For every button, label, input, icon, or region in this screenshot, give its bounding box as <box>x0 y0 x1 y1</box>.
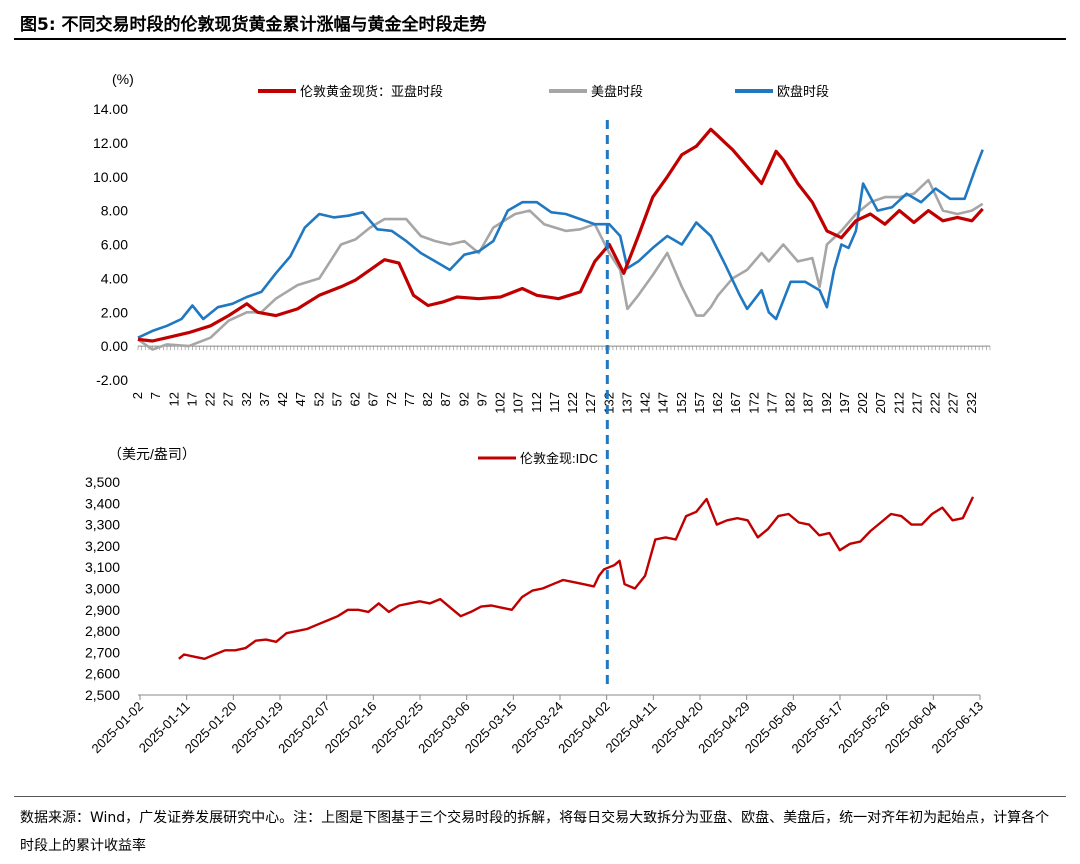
series-line-europe <box>137 149 984 339</box>
series-line-spot <box>178 496 975 660</box>
top-x-tick-label: 167 <box>728 392 743 414</box>
top-x-tick-label: 97 <box>474 392 489 406</box>
top-x-tick-label: 112 <box>529 392 544 413</box>
top-y-tick-label: 0.00 <box>101 338 128 354</box>
legend-label-spot: 伦敦金现:IDC <box>520 451 598 466</box>
bottom-chart-y-unit: （美元/盎司） <box>108 446 196 462</box>
header-rule <box>14 38 1066 40</box>
footer-rule <box>14 796 1066 797</box>
accumulated-return-chart: (%) 伦敦黄金现货：亚盘时段 美盘时段 欧盘时段 14.00 12.00 10.0… <box>93 71 991 414</box>
top-chart-legend: 伦敦黄金现货：亚盘时段 美盘时段 欧盘时段 <box>258 84 829 99</box>
top-x-tick-label: 42 <box>275 392 290 406</box>
top-x-tick-label: 157 <box>692 392 707 414</box>
legend-label-us: 美盘时段 <box>591 84 643 99</box>
legend-label-europe: 欧盘时段 <box>777 84 829 99</box>
top-x-tick-label: 62 <box>348 392 363 406</box>
bottom-y-tick-label: 2,500 <box>85 687 120 703</box>
top-x-tick-label: 172 <box>746 392 761 414</box>
top-x-tick-label: 87 <box>438 392 453 406</box>
top-x-tick-label: 222 <box>928 392 943 414</box>
bottom-y-tick-label: 3,100 <box>85 559 120 575</box>
figure-header: 图5: 不同交易时段的伦敦现货黄金累计涨幅与黄金全时段走势 <box>0 0 1080 40</box>
top-x-tick-label: 217 <box>909 392 924 414</box>
top-y-tick-label: 4.00 <box>101 270 128 286</box>
top-x-tick-label: 37 <box>257 392 272 406</box>
bottom-y-tick-label: 3,500 <box>85 474 120 490</box>
bottom-y-tick-label: 2,900 <box>85 602 120 618</box>
bottom-y-tick-label: 3,400 <box>85 495 120 511</box>
top-y-tick-label: 10.00 <box>93 169 128 185</box>
top-x-tick-label: 57 <box>329 392 344 406</box>
top-x-tick-label: 202 <box>855 392 870 414</box>
figure-title: 图5: 不同交易时段的伦敦现货黄金累计涨幅与黄金全时段走势 <box>20 15 487 35</box>
top-y-tick-label: 2.00 <box>101 304 128 320</box>
top-x-tick-label: 67 <box>366 392 381 406</box>
top-x-tick-label: 187 <box>801 392 816 414</box>
top-chart-y-unit: (%) <box>112 71 134 87</box>
top-x-tick-label: 142 <box>638 392 653 414</box>
top-x-tick-label: 137 <box>619 392 634 414</box>
bottom-chart-x-axis: 2025-01-022025-01-112025-01-202025-01-29… <box>88 694 986 756</box>
bottom-chart-legend: 伦敦金现:IDC <box>478 451 598 466</box>
top-x-tick-label: 232 <box>964 392 979 414</box>
top-x-tick-label: 192 <box>819 392 834 414</box>
series-line-asia <box>137 127 984 343</box>
top-x-tick-label: 2 <box>130 392 145 399</box>
top-x-tick-label: 122 <box>565 392 580 414</box>
top-x-tick-label: 117 <box>547 392 562 413</box>
top-x-tick-label: 162 <box>710 392 725 414</box>
top-x-tick-label: 212 <box>891 392 906 414</box>
top-chart-y-axis: 14.00 12.00 10.00 8.00 6.00 4.00 2.00 0.00 -2.00 <box>93 101 128 388</box>
top-x-tick-label: 107 <box>511 392 526 414</box>
top-x-tick-label: 227 <box>946 392 961 414</box>
spot-price-chart: （美元/盎司） 伦敦金现:IDC 3,500 3,400 3,300 3,200 3,1… <box>85 446 986 756</box>
bottom-y-tick-label: 3,300 <box>85 517 120 533</box>
top-y-tick-label: -2.00 <box>96 372 128 388</box>
top-x-tick-label: 22 <box>203 392 218 406</box>
series-line-us <box>137 178 984 351</box>
top-x-tick-label: 197 <box>837 392 852 414</box>
source-note: 数据来源：Wind，广发证券发展研究中心。注：上图是下图基于三个交易时段的拆解，… <box>20 810 1050 854</box>
top-x-tick-label: 127 <box>583 392 598 414</box>
top-x-tick-label: 207 <box>873 392 888 414</box>
top-x-tick-label: 102 <box>493 392 508 414</box>
top-x-tick-label: 77 <box>402 392 417 406</box>
top-x-tick-label: 147 <box>656 392 671 414</box>
bottom-y-tick-label: 2,800 <box>85 623 120 639</box>
bottom-chart-y-axis: 3,500 3,400 3,300 3,200 3,100 3,000 2,900 2,800… <box>85 474 120 703</box>
top-x-tick-label: 177 <box>764 392 779 414</box>
top-x-tick-label: 82 <box>420 392 435 406</box>
top-chart-series <box>137 127 984 351</box>
bottom-y-tick-label: 3,000 <box>85 581 120 597</box>
top-x-tick-label: 182 <box>783 392 798 414</box>
bottom-chart-series <box>178 496 975 660</box>
top-x-tick-label: 47 <box>293 392 308 406</box>
top-x-tick-label: 92 <box>456 392 471 406</box>
top-chart-x-axis: 2 7 12 17 22 27 32 37 42 47 52 57 62 67 72 77 82 87 92 97 10… <box>130 345 991 414</box>
top-x-tick-label: 52 <box>311 392 326 406</box>
top-x-tick-label: 32 <box>239 392 254 406</box>
top-y-tick-label: 12.00 <box>93 135 128 151</box>
top-x-tick-label: 152 <box>674 392 689 414</box>
top-x-tick-label: 7 <box>148 392 163 399</box>
top-x-tick-label: 72 <box>384 392 399 406</box>
bottom-y-tick-label: 3,200 <box>85 538 120 554</box>
charts-canvas: (%) 伦敦黄金现货：亚盘时段 美盘时段 欧盘时段 14.00 12.00 10.0… <box>85 71 991 756</box>
top-y-tick-label: 8.00 <box>101 203 128 219</box>
bottom-y-tick-label: 2,600 <box>85 666 120 682</box>
top-x-tick-label: 12 <box>166 392 181 406</box>
legend-label-asia: 伦敦黄金现货：亚盘时段 <box>300 84 443 99</box>
top-y-tick-label: 6.00 <box>101 237 128 253</box>
top-y-tick-label: 14.00 <box>93 101 128 117</box>
top-x-tick-label: 132 <box>601 392 616 414</box>
top-x-tick-label: 17 <box>184 392 199 406</box>
bottom-y-tick-label: 2,700 <box>85 644 120 660</box>
top-x-tick-label: 27 <box>221 392 236 406</box>
